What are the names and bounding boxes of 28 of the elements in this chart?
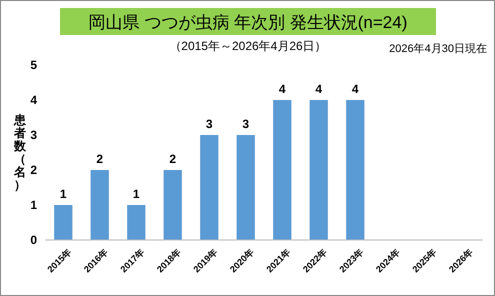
data-label: 2 [169,152,176,166]
data-label: 3 [242,117,250,131]
bar [200,135,218,240]
bar [346,100,364,240]
y-tick-label: 1 [30,198,38,212]
data-label: 2 [96,152,104,166]
bar [273,100,292,240]
bar [164,170,182,240]
y-tick-label: 3 [30,128,38,142]
y-tick-label: 4 [30,93,38,107]
bar [54,205,72,240]
chart-title: 岡山県 つつが虫病 年次別 発生状況(n=24) [88,13,408,32]
bar [90,170,109,240]
y-tick-label: 5 [30,58,38,72]
data-label: 1 [132,187,140,201]
y-tick-label: 0 [30,233,38,247]
data-label: 4 [352,82,359,96]
data-label: 4 [278,82,286,96]
data-label: 1 [60,187,67,201]
bar [127,205,146,240]
y-tick-label: 2 [30,163,38,177]
bar [236,135,255,240]
data-label: 4 [315,82,322,96]
bar [310,100,328,240]
data-label: 3 [206,117,213,131]
chart-subtitle: （2015年～2026年4月26日） [169,39,327,53]
y-axis-title: 患者数（名） [13,113,27,192]
text: 2026年4月30日現在 [389,43,487,55]
